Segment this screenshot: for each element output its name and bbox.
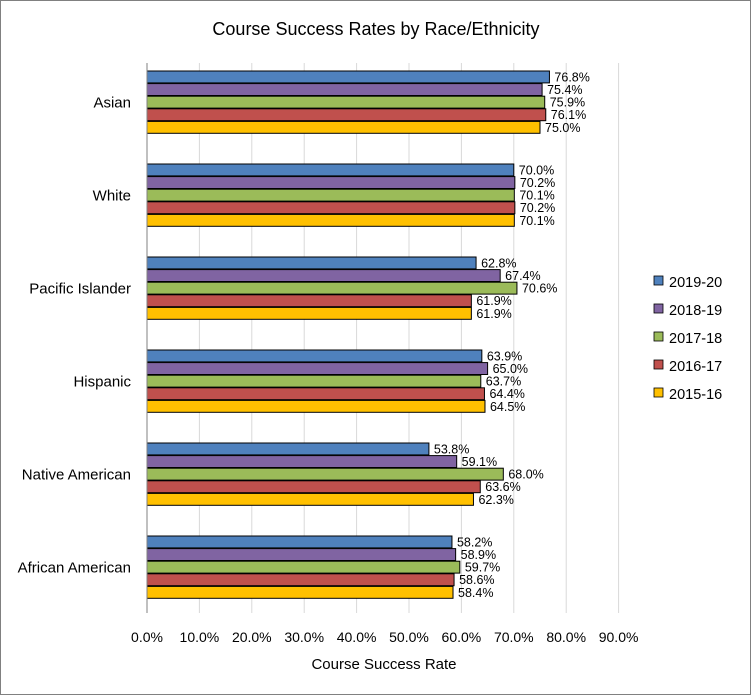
bar bbox=[146, 176, 516, 190]
bar-value-label: 70.1% bbox=[519, 189, 554, 203]
bar bbox=[146, 349, 483, 363]
x-tick-label: 80.0% bbox=[546, 629, 586, 645]
legend-label: 2016-17 bbox=[669, 359, 722, 375]
bar-value-label: 61.9% bbox=[476, 307, 511, 321]
bar bbox=[146, 163, 515, 177]
bar-value-label: 64.4% bbox=[489, 387, 524, 401]
bar bbox=[146, 95, 546, 109]
legend-label: 2018-19 bbox=[669, 303, 722, 319]
bar bbox=[146, 387, 485, 401]
x-tick-labels: 0.0% 10.0% 20.0% 30.0% 40.0% 50.0% 60.0% 70.0% 8… bbox=[131, 629, 638, 645]
bar-value-label: 58.2% bbox=[457, 535, 492, 549]
bar bbox=[146, 535, 453, 549]
bar-value-label: 59.7% bbox=[465, 561, 500, 575]
bar-value-label: 75.9% bbox=[550, 96, 585, 110]
bar-value-label: 70.6% bbox=[522, 282, 557, 296]
category-label: African American bbox=[18, 560, 131, 577]
x-tick-label: 30.0% bbox=[284, 629, 324, 645]
category-label: Pacific Islander bbox=[29, 281, 131, 298]
bar-value-label: 76.1% bbox=[551, 108, 586, 122]
legend-swatch bbox=[653, 331, 664, 342]
legend-swatch bbox=[653, 275, 664, 286]
chart-title: Course Success Rates by Race/Ethnicity bbox=[212, 19, 539, 39]
x-tick-label: 10.0% bbox=[180, 629, 220, 645]
bar bbox=[146, 269, 501, 283]
bar-value-label: 75.0% bbox=[545, 121, 580, 135]
x-tick-label: 90.0% bbox=[599, 629, 639, 645]
bar-value-label: 70.2% bbox=[520, 176, 555, 190]
x-tick-label: 70.0% bbox=[494, 629, 534, 645]
bar-value-label: 70.2% bbox=[520, 201, 555, 215]
bar-value-label: 61.9% bbox=[476, 294, 511, 308]
bar-value-label: 68.0% bbox=[508, 468, 543, 482]
category-label: Asian bbox=[93, 95, 131, 112]
x-tick-label: 0.0% bbox=[131, 629, 163, 645]
legend-label: 2017-18 bbox=[669, 331, 722, 347]
bar-value-label: 63.7% bbox=[486, 375, 521, 389]
bar bbox=[146, 188, 515, 202]
x-tick-label: 40.0% bbox=[337, 629, 377, 645]
bar-value-label: 63.6% bbox=[485, 480, 520, 494]
legend-swatch bbox=[653, 359, 664, 370]
data-labels: 76.8%75.4%75.9%76.1%75.0%70.0%70.2%70.1%… bbox=[434, 70, 590, 599]
bar-value-label: 62.3% bbox=[478, 493, 513, 507]
bar-value-label: 63.9% bbox=[487, 349, 522, 363]
bar bbox=[146, 213, 515, 227]
bar-value-label: 58.4% bbox=[458, 586, 493, 600]
bar bbox=[146, 281, 518, 295]
legend: 2019-20 2018-19 2017-18 2016-17 2015-16 bbox=[653, 275, 722, 403]
bar bbox=[146, 108, 547, 122]
bar bbox=[146, 374, 482, 388]
bar-value-label: 62.8% bbox=[481, 256, 516, 270]
category-label: Native American bbox=[22, 467, 131, 484]
bar bbox=[146, 548, 457, 561]
legend-label: 2019-20 bbox=[669, 275, 722, 291]
category-label: White bbox=[93, 188, 131, 205]
bar bbox=[146, 467, 504, 481]
bar-value-label: 70.0% bbox=[519, 163, 554, 177]
bar bbox=[146, 294, 472, 308]
bar bbox=[146, 573, 455, 587]
x-tick-label: 20.0% bbox=[232, 629, 272, 645]
bar bbox=[146, 442, 430, 456]
legend-swatch bbox=[653, 387, 664, 398]
bar-marks bbox=[146, 70, 550, 599]
bar-value-label: 67.4% bbox=[505, 269, 540, 283]
legend-swatch bbox=[653, 303, 664, 314]
x-tick-label: 60.0% bbox=[442, 629, 482, 645]
bar bbox=[146, 560, 461, 574]
bar bbox=[146, 306, 472, 320]
bar bbox=[146, 492, 474, 506]
bar bbox=[146, 201, 516, 215]
gridlines bbox=[198, 63, 620, 613]
bar bbox=[146, 256, 477, 270]
bar bbox=[146, 120, 541, 134]
bar-value-label: 53.8% bbox=[434, 442, 469, 456]
legend-label: 2015-16 bbox=[669, 387, 722, 403]
bar-value-label: 59.1% bbox=[462, 455, 497, 469]
bar bbox=[146, 362, 489, 376]
bar-value-label: 58.6% bbox=[459, 573, 494, 587]
bar bbox=[146, 399, 486, 413]
bar bbox=[146, 455, 458, 469]
category-labels: Asian White Pacific Islander Hispanic Native… bbox=[18, 95, 132, 577]
bar-value-label: 58.9% bbox=[461, 548, 496, 562]
bar-value-label: 76.8% bbox=[554, 70, 589, 84]
x-tick-label: 50.0% bbox=[389, 629, 429, 645]
bar bbox=[146, 83, 543, 96]
category-label: Hispanic bbox=[73, 374, 131, 391]
bar-value-label: 65.0% bbox=[493, 362, 528, 376]
bar bbox=[146, 585, 454, 599]
bar-value-label: 64.5% bbox=[490, 400, 525, 414]
bar bbox=[146, 480, 481, 494]
bar-value-label: 75.4% bbox=[547, 83, 582, 97]
bar bbox=[146, 70, 550, 84]
x-axis-title: Course Success Rate bbox=[311, 656, 456, 673]
bar-value-label: 70.1% bbox=[519, 214, 554, 228]
